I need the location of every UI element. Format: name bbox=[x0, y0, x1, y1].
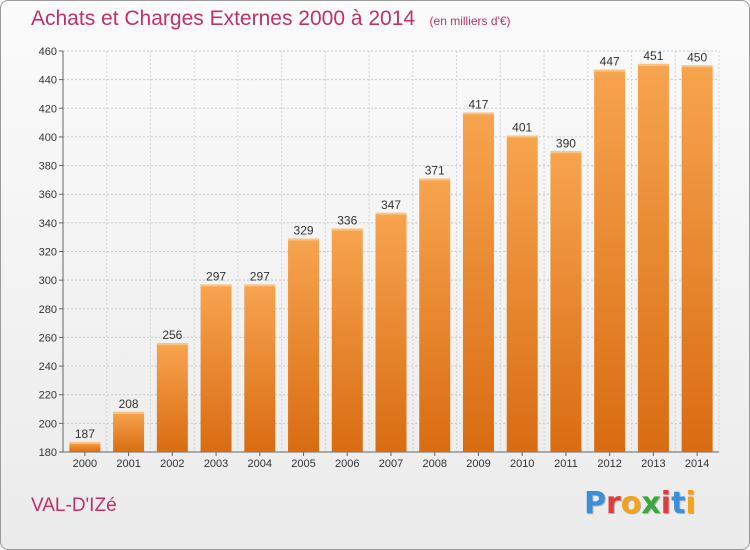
x-tick-label: 2006 bbox=[335, 458, 359, 470]
y-tick-label: 420 bbox=[39, 103, 57, 115]
bar-top-highlight bbox=[113, 411, 145, 414]
y-tick-label: 300 bbox=[39, 275, 57, 287]
x-tick-label: 2007 bbox=[379, 458, 403, 470]
chart-title: Achats et Charges Externes 2000 à 2014 bbox=[31, 7, 416, 30]
bar-top-highlight bbox=[375, 212, 407, 215]
bar-2010 bbox=[506, 135, 538, 452]
bar-top-highlight bbox=[331, 228, 363, 231]
y-tick-label: 460 bbox=[39, 46, 57, 58]
data-label: 390 bbox=[556, 136, 576, 150]
data-label: 347 bbox=[381, 198, 401, 212]
data-label: 417 bbox=[468, 98, 488, 112]
bar-2007 bbox=[375, 212, 407, 452]
x-tick-label: 2013 bbox=[641, 458, 665, 470]
bar-top-highlight bbox=[506, 135, 538, 138]
y-tick-label: 380 bbox=[39, 161, 57, 173]
bar-2002 bbox=[156, 343, 188, 452]
title-block: Achats et Charges Externes 2000 à 2014 (… bbox=[31, 7, 511, 31]
bar-2008 bbox=[419, 178, 451, 453]
bar-top-highlight bbox=[462, 112, 494, 115]
y-tick-label: 440 bbox=[39, 75, 57, 87]
logo-letter: P bbox=[584, 486, 606, 521]
x-tick-label: 2001 bbox=[116, 458, 140, 470]
chart-subtitle: (en milliers d'€) bbox=[429, 14, 511, 28]
y-tick-label: 320 bbox=[39, 247, 57, 259]
data-label: 336 bbox=[337, 214, 357, 228]
data-label: 329 bbox=[294, 224, 314, 238]
bar-top-highlight bbox=[419, 178, 451, 181]
bars bbox=[69, 63, 713, 453]
data-label: 371 bbox=[425, 163, 445, 177]
bar-top-highlight bbox=[244, 284, 276, 287]
y-tick-label: 340 bbox=[39, 218, 57, 230]
place-name: VAL-D'IZé bbox=[31, 495, 117, 516]
bar-top-highlight bbox=[637, 63, 669, 66]
x-tick-label: 2004 bbox=[248, 458, 272, 470]
x-tick-label: 2011 bbox=[554, 458, 578, 470]
data-label: 450 bbox=[687, 50, 707, 64]
y-tick-label: 200 bbox=[39, 418, 57, 430]
y-tick-label: 400 bbox=[39, 132, 57, 144]
bar-top-highlight bbox=[69, 441, 101, 444]
bar-2014 bbox=[681, 65, 713, 453]
y-tick-label: 240 bbox=[39, 361, 57, 373]
y-tick-label: 260 bbox=[39, 332, 57, 344]
x-tick-label: 2012 bbox=[597, 458, 621, 470]
bar-top-highlight bbox=[594, 69, 626, 72]
y-tick-label: 280 bbox=[39, 304, 57, 316]
bar-top-highlight bbox=[681, 65, 713, 68]
x-tick-label: 2002 bbox=[160, 458, 184, 470]
data-labels: 187 208 256 297 297 329 336 347 371 417 401 390 447 4… bbox=[75, 49, 708, 441]
x-tick-label: 2000 bbox=[73, 458, 97, 470]
data-label: 451 bbox=[643, 49, 663, 63]
bar-2009 bbox=[462, 112, 494, 452]
x-tick-label: 2014 bbox=[685, 458, 709, 470]
bar-2011 bbox=[550, 151, 582, 452]
proxiti-logo: Proxiti bbox=[584, 486, 696, 521]
bar-2001 bbox=[113, 411, 145, 452]
logo-letter: i bbox=[660, 486, 672, 521]
data-label: 447 bbox=[600, 55, 620, 69]
x-tick-label: 2008 bbox=[422, 458, 446, 470]
bar-2012 bbox=[594, 69, 626, 452]
x-tick-label: 2003 bbox=[204, 458, 228, 470]
bar-2003 bbox=[200, 284, 232, 452]
data-label: 208 bbox=[119, 397, 139, 411]
bar-top-highlight bbox=[200, 284, 232, 287]
x-tick-label: 2005 bbox=[291, 458, 315, 470]
logo-letter: t bbox=[671, 486, 686, 521]
bar-2004 bbox=[244, 284, 276, 452]
y-tick-label: 180 bbox=[39, 447, 57, 459]
y-tick-label: 360 bbox=[39, 189, 57, 201]
y-tick-label: 220 bbox=[39, 390, 57, 402]
data-label: 297 bbox=[206, 269, 226, 283]
bar-top-highlight bbox=[156, 343, 188, 346]
bar-2006 bbox=[331, 228, 363, 452]
data-label: 297 bbox=[250, 269, 270, 283]
data-label: 401 bbox=[512, 120, 532, 134]
x-tick-label: 2009 bbox=[466, 458, 490, 470]
logo-letter: x bbox=[641, 486, 661, 521]
data-label: 256 bbox=[162, 328, 182, 342]
bar-2005 bbox=[288, 238, 320, 452]
bar-2013 bbox=[637, 63, 669, 453]
bar-top-highlight bbox=[288, 238, 320, 241]
logo-letter: r bbox=[606, 486, 621, 521]
bar-top-highlight bbox=[550, 151, 582, 154]
logo-letter: o bbox=[620, 486, 642, 521]
data-label: 187 bbox=[75, 427, 95, 441]
bar-2000 bbox=[69, 441, 101, 452]
x-tick-label: 2010 bbox=[510, 458, 534, 470]
logo-letter: i bbox=[685, 486, 696, 521]
